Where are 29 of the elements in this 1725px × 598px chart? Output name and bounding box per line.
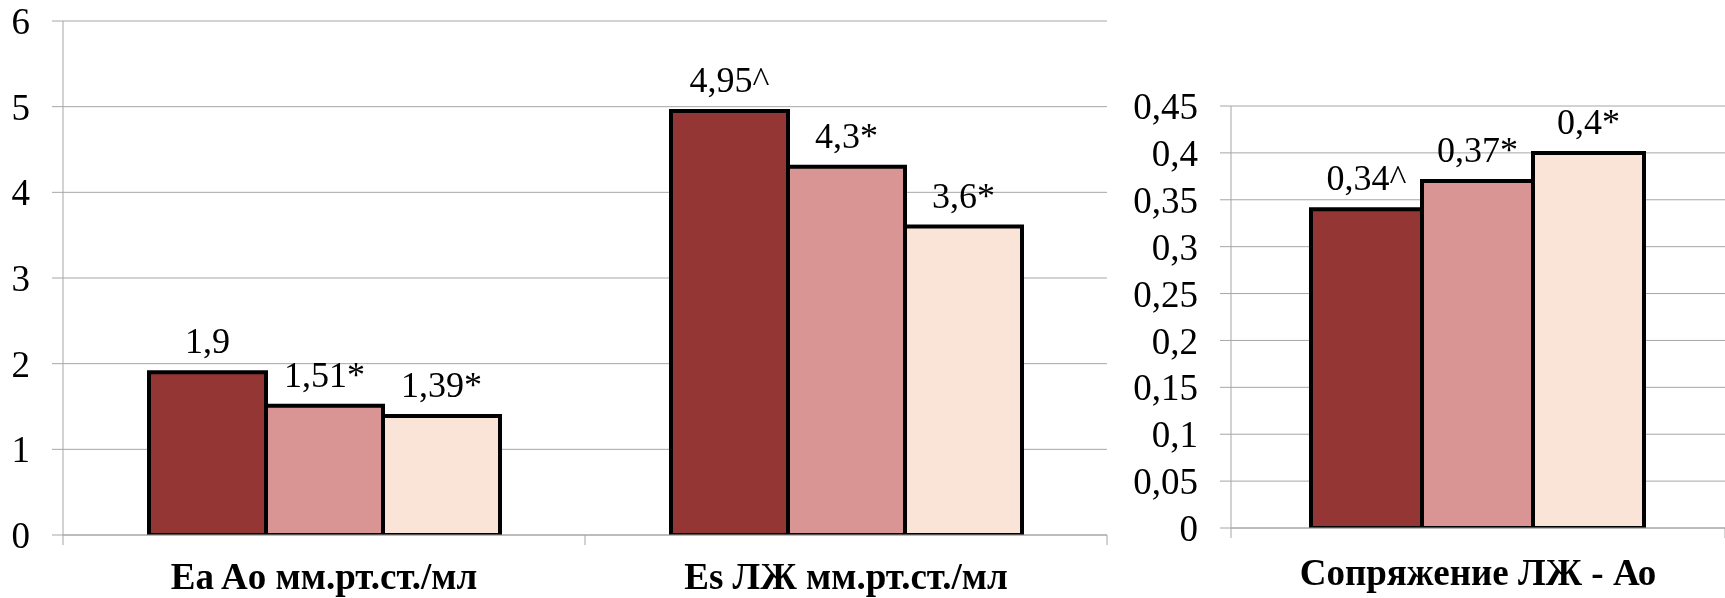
- y-tick-label: 6: [11, 1, 30, 43]
- y-tick-label: 0,25: [1133, 273, 1198, 315]
- data-label: 1,51*: [284, 354, 365, 395]
- y-tick-label: 0,4: [1151, 133, 1198, 175]
- data-label: 1,9: [185, 321, 230, 362]
- y-tick-label: 0: [1179, 508, 1198, 550]
- y-tick-label: 0,1: [1151, 414, 1198, 456]
- data-label: 3,6*: [932, 175, 995, 216]
- y-tick-label: 0,15: [1133, 367, 1198, 409]
- y-tick-label: 0,45: [1133, 86, 1198, 128]
- y-tick-label: 0,3: [1151, 226, 1198, 268]
- y-tick-label: 1: [11, 429, 30, 471]
- data-label: 1,39*: [401, 364, 482, 405]
- y-tick-label: 0,2: [1151, 320, 1198, 362]
- y-tick-label: 3: [11, 258, 30, 300]
- data-label: 0,4*: [1557, 101, 1620, 142]
- data-label: 4,95^: [689, 59, 770, 100]
- y-tick-label: 0,05: [1133, 461, 1198, 503]
- y-tick-label: 0: [11, 515, 30, 557]
- y-tick-label: 5: [11, 86, 30, 128]
- y-tick-label: 0,35: [1133, 179, 1198, 221]
- x-tick-label: Ea Ao мм.рт.ст./мл: [170, 556, 478, 598]
- x-tick-label: Es ЛЖ мм.рт.ст./мл: [684, 556, 1008, 598]
- x-tick-label: Сопряжение ЛЖ - Ао: [1299, 552, 1657, 594]
- data-label: 0,37*: [1437, 130, 1518, 171]
- y-tick-label: 2: [11, 343, 30, 385]
- data-label: 0,34^: [1326, 158, 1407, 199]
- y-tick-label: 4: [11, 172, 30, 214]
- data-label: 4,3*: [815, 115, 878, 156]
